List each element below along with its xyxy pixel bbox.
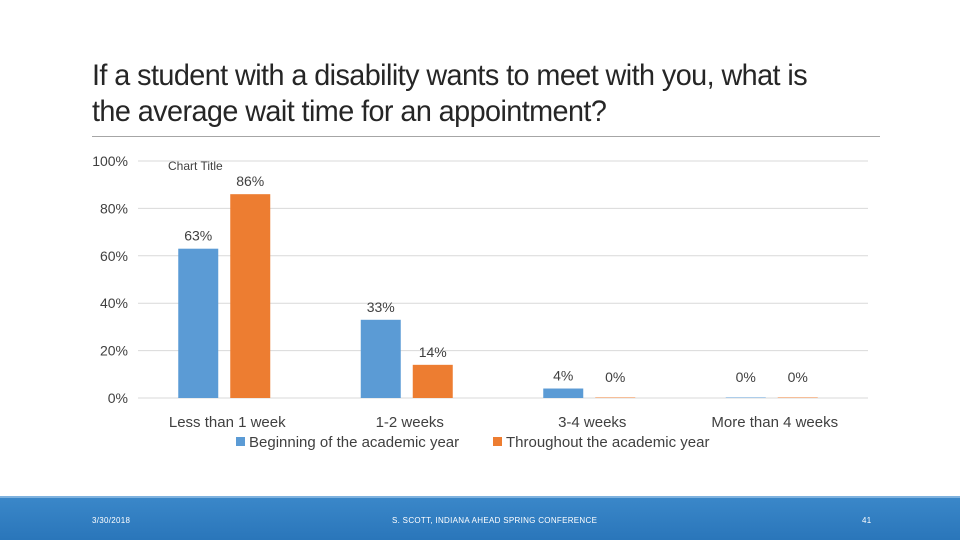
y-tick-label: 0% <box>108 390 128 406</box>
x-tick-label: Less than 1 week <box>169 414 286 431</box>
footer-presenter: S. SCOTT, INDIANA AHEAD SPRING CONFERENC… <box>392 516 598 525</box>
y-tick-label: 80% <box>100 200 128 216</box>
footer-accent-line <box>0 496 960 498</box>
legend-swatch <box>493 437 502 446</box>
chart-title: Chart Title <box>168 159 223 173</box>
y-tick-label: 20% <box>100 343 128 359</box>
data-label: 86% <box>236 173 264 189</box>
bar-beginning <box>725 397 766 398</box>
title-divider <box>92 136 880 137</box>
footer-bar <box>0 498 960 540</box>
data-label: 14% <box>419 344 447 360</box>
bar-throughout <box>595 397 636 398</box>
slide-title: If a student with a disability wants to … <box>92 59 808 128</box>
data-label: 33% <box>367 299 395 315</box>
data-label: 63% <box>184 228 212 244</box>
bar-beginning <box>360 319 401 398</box>
x-tick-label: 1-2 weeks <box>376 414 444 431</box>
legend-label: Throughout the academic year <box>506 434 709 451</box>
bar-chart: 0% 20% 40% 60% 80% 100% Chart Title 63% 86% Less … <box>92 153 868 451</box>
bar-beginning <box>178 248 219 398</box>
data-label: 0% <box>788 369 808 385</box>
bar-throughout <box>777 397 818 398</box>
data-label: 4% <box>553 368 573 384</box>
bar-throughout <box>230 194 271 398</box>
data-label: 0% <box>736 369 756 385</box>
footer-page-number: 41 <box>862 516 872 525</box>
legend-swatch <box>236 437 245 446</box>
bar-throughout <box>412 364 453 398</box>
legend-label: Beginning of the academic year <box>249 434 459 451</box>
x-tick-label: 3-4 weeks <box>558 414 626 431</box>
x-tick-label: More than 4 weeks <box>711 414 838 431</box>
y-tick-label: 60% <box>100 248 128 264</box>
y-tick-label: 40% <box>100 295 128 311</box>
data-label: 0% <box>605 369 625 385</box>
y-tick-label: 100% <box>92 153 128 169</box>
footer-date: 3/30/2018 <box>92 516 131 525</box>
bar-beginning <box>543 388 584 398</box>
